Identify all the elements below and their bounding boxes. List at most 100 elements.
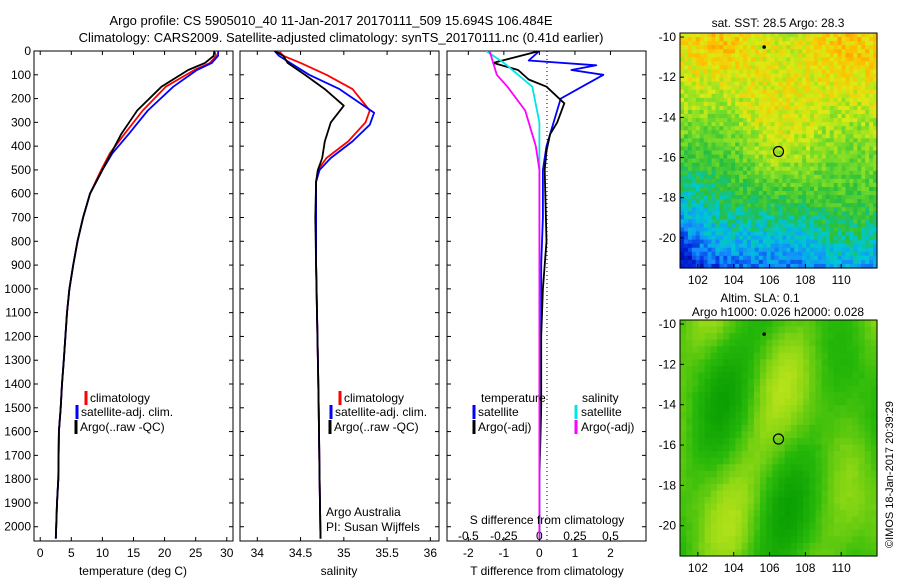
map-cell	[680, 41, 685, 46]
map-cell	[853, 69, 858, 75]
map-cell	[747, 398, 755, 406]
map-cell	[846, 411, 853, 419]
map-cell	[680, 398, 687, 406]
map-cell	[837, 45, 843, 50]
map-cell	[698, 379, 706, 387]
map-cell	[695, 105, 701, 111]
map-cell	[782, 219, 787, 225]
map-cell	[699, 154, 705, 160]
map-cell	[699, 142, 705, 148]
map-cell	[750, 154, 756, 160]
map-cell	[790, 523, 798, 531]
map-cell	[827, 392, 835, 400]
map-cell	[716, 510, 724, 518]
map-cell	[762, 85, 768, 91]
map-cell	[861, 170, 866, 176]
map-cell	[727, 146, 732, 152]
map-cell	[852, 444, 860, 452]
map-cell	[735, 424, 743, 433]
map-cell	[754, 223, 760, 229]
map-cell	[865, 215, 870, 220]
map-cell	[727, 81, 732, 87]
map-cell	[849, 231, 854, 237]
map-cell	[864, 372, 872, 380]
map-cell	[857, 105, 862, 111]
map-cell	[754, 227, 760, 233]
map-cell	[753, 333, 761, 341]
map-cell	[762, 134, 768, 139]
map-cell	[766, 199, 772, 204]
map-cell	[735, 247, 740, 253]
map-cell	[796, 365, 804, 374]
map-cell	[806, 174, 811, 180]
map-cell	[692, 490, 700, 498]
map-cell	[698, 483, 706, 492]
map-cell	[727, 158, 732, 164]
map-cell	[704, 418, 712, 426]
map-cell	[853, 114, 858, 119]
map-cell	[786, 186, 791, 192]
map-cell	[802, 170, 807, 176]
map-cell	[704, 516, 712, 524]
map-cell	[837, 223, 843, 229]
map-cell	[869, 73, 874, 79]
map-cell	[837, 134, 843, 139]
map-cell	[796, 320, 804, 328]
map-cell	[699, 130, 705, 135]
map-cell	[741, 379, 749, 387]
map-cell	[743, 114, 748, 119]
map-cell	[739, 223, 744, 229]
map-cell	[704, 411, 712, 419]
map-cell	[803, 444, 810, 452]
map-cell	[865, 73, 870, 79]
map-cell	[817, 49, 823, 54]
map-cell	[715, 61, 720, 67]
map-cell	[870, 457, 878, 465]
sst-map-frame	[679, 32, 878, 269]
map-cell	[680, 223, 685, 229]
map-cell	[865, 207, 870, 212]
map-cell	[841, 85, 847, 91]
map-cell	[711, 134, 717, 139]
map-cell	[735, 231, 740, 237]
map-cell	[790, 199, 795, 204]
map-cell	[758, 154, 764, 160]
map-cell	[683, 235, 689, 241]
map-cell	[692, 339, 700, 347]
map-cell	[784, 431, 792, 439]
map-cell	[861, 65, 866, 71]
map-cell	[723, 118, 728, 123]
map-cell	[798, 178, 803, 184]
x-tick-label: 15	[127, 546, 141, 560]
map-cell	[719, 247, 724, 253]
map-cell	[833, 365, 841, 374]
map-cell	[825, 142, 831, 148]
x-tick-label: 102	[688, 273, 708, 287]
map-cell	[778, 372, 786, 380]
map-cell	[686, 339, 693, 347]
map-cell	[849, 146, 854, 152]
map-cell	[766, 146, 772, 152]
map-cell	[750, 73, 756, 79]
map-cell	[727, 247, 732, 253]
map-cell	[715, 174, 720, 180]
map-cell	[837, 186, 843, 192]
map-cell	[716, 385, 724, 393]
map-cell	[747, 457, 755, 465]
map-cell	[715, 166, 720, 172]
map-cell	[731, 85, 736, 91]
map-cell	[719, 223, 724, 229]
map-cell	[821, 186, 827, 192]
map-cell	[703, 191, 709, 196]
map-cell	[861, 195, 866, 200]
map-cell	[695, 162, 701, 168]
map-cell	[803, 405, 810, 413]
map-cell	[790, 114, 795, 119]
map-cell	[837, 53, 843, 58]
map-cell	[698, 477, 706, 485]
map-cell	[743, 203, 748, 208]
map-cell	[691, 186, 697, 192]
map-cell	[852, 411, 860, 419]
map-cell	[760, 405, 767, 413]
map-cell	[691, 57, 697, 62]
